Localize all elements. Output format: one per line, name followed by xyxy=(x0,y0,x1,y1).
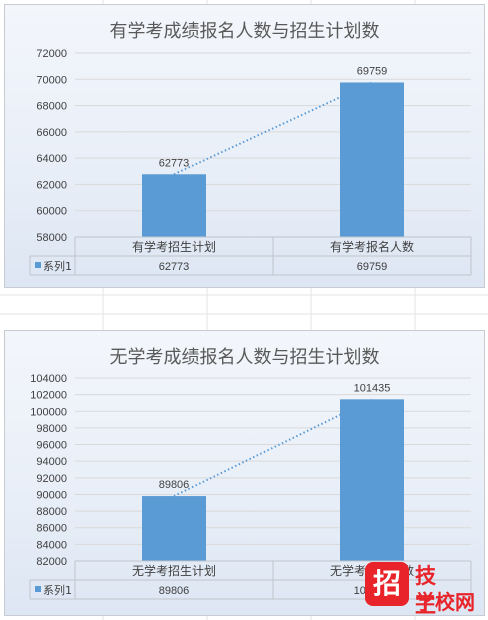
y-tick-label: 98000 xyxy=(36,423,67,435)
data-label: 69759 xyxy=(357,65,388,77)
y-tick-label: 66000 xyxy=(36,127,67,139)
category-label: 有学考报名人数 xyxy=(330,239,414,254)
category-label: 无学考招生计划 xyxy=(132,563,216,578)
y-tick-label: 86000 xyxy=(36,523,67,535)
watermark-logo: 招 技工 学校网 xyxy=(365,560,483,618)
legend-key xyxy=(35,262,41,268)
watermark-badge: 招 xyxy=(365,562,409,606)
table-value: 89806 xyxy=(159,585,190,597)
chart-panel-1[interactable]: 有学考成绩报名人数与招生计划数 58000 60000 62000 64000 6600… xyxy=(4,4,485,288)
y-tick-label: 82000 xyxy=(36,556,67,568)
y-tick-label: 68000 xyxy=(36,101,67,113)
y-tick-label: 94000 xyxy=(36,456,67,468)
bar xyxy=(340,82,404,237)
table-value: 62773 xyxy=(159,261,190,273)
bar-chart-1: 58000 60000 62000 64000 66000 68000 70000 72000… xyxy=(29,48,472,276)
y-tick-label: 84000 xyxy=(36,539,67,551)
y-tick-label: 62000 xyxy=(36,179,67,191)
data-label: 62773 xyxy=(159,157,190,169)
watermark-top-text: 技工 xyxy=(415,564,458,618)
trendline xyxy=(173,81,373,176)
y-tick-label: 88000 xyxy=(36,506,67,518)
chart-title-1: 有学考成绩报名人数与招生计划数 xyxy=(109,21,380,41)
trendline xyxy=(173,398,373,497)
legend-key xyxy=(35,586,41,592)
data-label: 101435 xyxy=(354,382,391,394)
chart-title-2: 无学考成绩报名人数与招生计划数 xyxy=(109,347,380,367)
bar xyxy=(142,174,206,237)
bar xyxy=(142,496,206,561)
y-tick-label: 70000 xyxy=(36,74,67,86)
y-tick-label: 104000 xyxy=(30,373,67,385)
watermark-bottom-text: 学校网 xyxy=(415,590,475,614)
y-tick-label: 58000 xyxy=(36,232,67,244)
bar xyxy=(340,399,404,561)
table-value: 69759 xyxy=(357,261,388,273)
y-tick-label: 102000 xyxy=(30,390,67,402)
y-tick-label: 100000 xyxy=(30,406,67,418)
y-tick-label: 64000 xyxy=(36,153,67,165)
y-tick-label: 96000 xyxy=(36,440,67,452)
data-label: 89806 xyxy=(159,479,190,491)
y-tick-label: 90000 xyxy=(36,489,67,501)
y-tick-label: 60000 xyxy=(36,206,67,218)
category-label: 有学考招生计划 xyxy=(132,239,216,254)
bar-chart-2: 82000 84000 86000 88000 90000 92000 94000 96000… xyxy=(29,373,472,600)
y-tick-label: 92000 xyxy=(36,473,67,485)
series-name: 系列1 xyxy=(43,259,72,273)
y-tick-label: 72000 xyxy=(36,48,67,60)
series-name: 系列1 xyxy=(43,583,72,597)
